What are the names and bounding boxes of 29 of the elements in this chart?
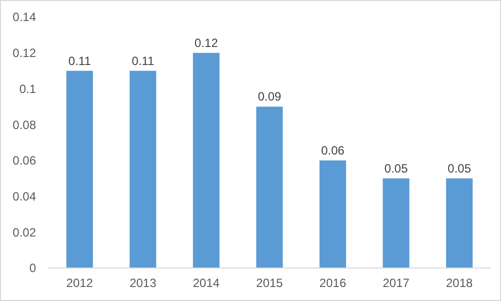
data-label: 0.06 <box>321 143 345 158</box>
bar <box>256 106 283 268</box>
y-tick-label: 0.08 <box>12 118 36 132</box>
x-tick-label: 2018 <box>446 276 474 290</box>
bar <box>382 178 410 268</box>
y-tick-label: 0.04 <box>12 189 36 204</box>
x-tick-label: 2015 <box>256 276 284 290</box>
x-tick-label: 2012 <box>66 276 94 290</box>
data-label: 0.05 <box>448 161 472 176</box>
data-label: 0.12 <box>194 36 218 50</box>
bar <box>319 160 346 268</box>
bar <box>130 70 156 268</box>
y-tick-label: 0.12 <box>12 46 36 60</box>
y-tick-label: 0.14 <box>12 10 36 24</box>
y-tick-label: 0.06 <box>12 154 36 168</box>
x-tick-label: 2013 <box>130 276 157 290</box>
bar <box>66 70 93 268</box>
x-tick-label: 2014 <box>192 276 220 290</box>
y-tick-label: 0 <box>29 261 36 276</box>
data-label: 0.09 <box>258 90 282 104</box>
x-tick-label: 2017 <box>382 276 410 290</box>
data-label: 0.05 <box>384 161 408 176</box>
bar <box>192 52 220 268</box>
x-tick-label: 2016 <box>319 276 346 290</box>
y-tick-label: 0.02 <box>12 225 36 240</box>
bar <box>446 178 473 268</box>
y-tick-label: 0.1 <box>19 82 36 96</box>
data-label: 0.11 <box>132 54 154 68</box>
data-label: 0.11 <box>68 54 92 68</box>
